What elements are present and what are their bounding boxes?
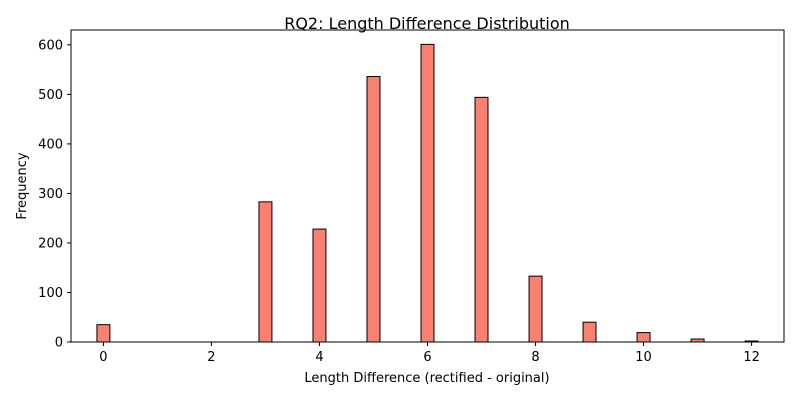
chart-title: RQ2: Length Difference Distribution bbox=[284, 14, 570, 33]
y-tick-label-100: 100 bbox=[38, 286, 63, 301]
y-tick-label-500: 500 bbox=[38, 88, 63, 103]
plot-frame bbox=[70, 29, 785, 343]
y-tick-label-600: 600 bbox=[38, 38, 63, 53]
bar-9 bbox=[582, 321, 597, 343]
x-axis-ticks: 0 2 4 6 8 10 12 bbox=[99, 342, 760, 365]
bar-6 bbox=[420, 43, 435, 343]
x-tick-label-10: 10 bbox=[635, 350, 652, 365]
x-axis-label: Length Difference (rectified - original) bbox=[304, 371, 549, 386]
y-tick-label-300: 300 bbox=[38, 187, 63, 202]
bar-7 bbox=[474, 96, 489, 343]
y-tick-label-0: 0 bbox=[55, 336, 63, 351]
bar-0 bbox=[96, 324, 111, 343]
x-tick-label-8: 8 bbox=[531, 350, 539, 365]
x-tick-label-0: 0 bbox=[99, 350, 107, 365]
y-axis-ticks: 0 100 200 300 400 500 600 bbox=[38, 38, 71, 351]
y-tick-label-200: 200 bbox=[38, 236, 63, 251]
bar-5 bbox=[366, 76, 381, 343]
x-tick-label-12: 12 bbox=[743, 350, 760, 365]
bar-8 bbox=[528, 275, 543, 343]
bar-3 bbox=[258, 201, 273, 343]
y-axis-label: Frequency bbox=[15, 152, 30, 219]
bar-4 bbox=[312, 228, 327, 343]
bar-10 bbox=[636, 332, 651, 343]
bars-group bbox=[96, 43, 759, 343]
x-tick-label-6: 6 bbox=[423, 350, 431, 365]
x-tick-label-4: 4 bbox=[315, 350, 323, 365]
y-tick-label-400: 400 bbox=[38, 137, 63, 152]
x-tick-label-2: 2 bbox=[207, 350, 215, 365]
